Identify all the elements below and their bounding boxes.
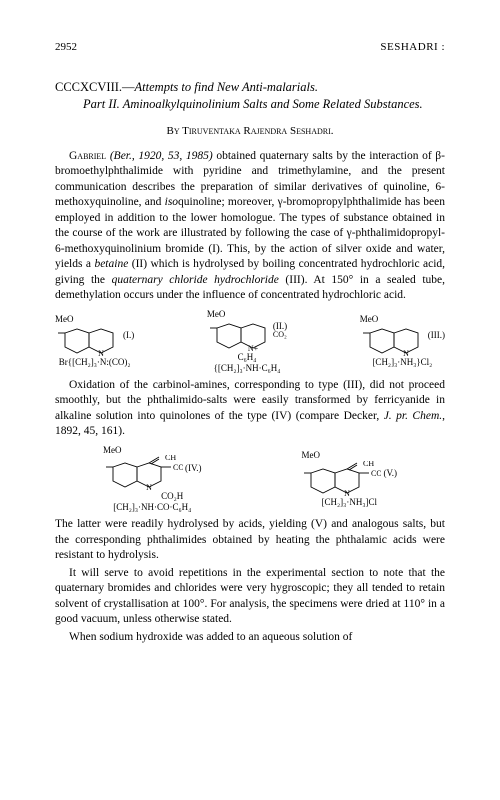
paragraph-2: Oxidation of the carbinol-amines, corres… [55,378,445,440]
svg-text:CO: CO [173,463,183,472]
structure-IV: MeO CH CO N (IV.) [103,446,202,514]
structure-III: MeO N (III.) [CH₂]₃·NH₃}Cl₂ [360,315,445,368]
structure-V: MeO CH CO N (V.) [CH₂]₃·NH₃]Cl [301,451,397,508]
sub-II: {[CH₂]₃·NH·C₆H₄ [214,364,281,374]
svg-text:N+: N+ [248,344,259,352]
structure-row-2: MeO CH CO N (IV.) [55,446,445,514]
article-title: CCCXCVIII.—Attempts to find New Anti-mal… [55,79,445,114]
meo-label-1: MeO [55,315,74,325]
paragraph-5: When sodium hydroxide was added to an aq… [55,630,445,646]
meo-label-4: MeO [103,446,122,456]
sub-V: [CH₂]₃·NH₃]Cl [322,498,377,508]
meo-label-2: MeO [207,310,226,320]
page-header: 2952 SESHADRI : [55,40,445,55]
sub-IV-2: [CH₂]₃·NH·CO·C₆H₄ [113,503,191,513]
sub-I: Br{[CH₂]₃·N:(CO)₂ [59,358,131,368]
svg-text:CH: CH [165,455,176,462]
ref-1-txt: (Ber., 1920, 53, 1985) [110,150,213,162]
page-number: 2952 [55,40,77,55]
paragraph-3: The latter were readily hydrolysed by ac… [55,517,445,564]
qchh: quaternary chloride hydrochloride [112,274,279,286]
iso-prefix: iso [165,196,178,208]
byline: By Tiruventaka Rajendra Seshadri. [55,124,445,139]
running-head: SESHADRI : [380,40,445,55]
mid-II: C₆H₄ [238,353,257,363]
label-III: (III.) [428,331,445,341]
betaine: betaine [94,258,128,270]
quinolone-ring-icon: CH CO N [301,461,381,497]
lead-author: Gabriel [69,150,106,162]
label-V: (V.) [383,469,397,479]
bicyclic-ring-icon: N [360,325,426,357]
title-line1: Attempts to find New Anti-malarials. [135,80,318,94]
co2-label: CO₂ [273,331,287,339]
sub-IV-1: CO₂H [121,492,183,502]
structure-row-1: MeO N (I.) Br{[CH₂]₃·N:(CO)₂ MeO [55,310,445,374]
p2-ref: J. pr. Chem. [384,410,442,422]
sub-III: [CH₂]₃·NH₃}Cl₂ [372,358,432,368]
bicyclic-ring-icon: N+ [207,320,273,352]
label-I: (I.) [123,331,134,341]
svg-text:N: N [345,489,351,497]
title-roman: CCCXCVIII. [55,80,122,94]
paragraph-1: Gabriel (Ber., 1920, 53, 1985) obtained … [55,149,445,304]
structure-II: MeO N+ (II.) CO₂ C₆H₄ {[CH₂]₃·NH·C₆H₄ [207,310,287,374]
svg-text:N: N [98,349,104,357]
paragraph-4: It will serve to avoid repetitions in th… [55,566,445,628]
svg-text:CH: CH [363,461,374,468]
structure-I: MeO N (I.) Br{[CH₂]₃·N:(CO)₂ [55,315,134,368]
svg-text:N: N [403,349,409,357]
meo-label-5: MeO [301,451,320,461]
label-IV: (IV.) [185,464,202,474]
svg-text:N: N [146,483,152,491]
quinolone-ring-icon: CH CO N [103,455,183,491]
svg-text:CO: CO [371,469,381,478]
title-line2: Part II. Aminoalkylquinolinium Salts and… [55,96,445,114]
bicyclic-ring-icon: N [55,325,121,357]
meo-label-3: MeO [360,315,379,325]
